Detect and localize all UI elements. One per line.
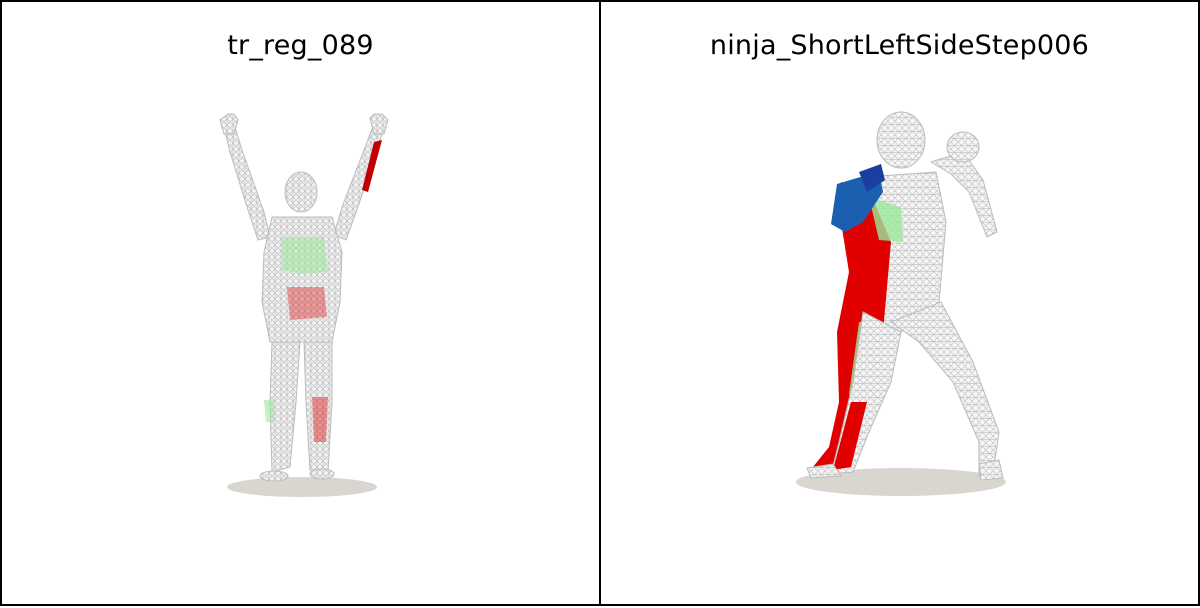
rear-leg: [889, 301, 1000, 477]
left-arm: [223, 123, 271, 241]
ground-shadow: [227, 477, 377, 497]
viewport-title: ninja_ShortLeftSideStep006: [709, 30, 1090, 61]
torso: [261, 216, 343, 343]
viewport-title: tr_reg_089: [227, 30, 374, 61]
viewport-right[interactable]: ninja_ShortLeftSideStep006: [599, 0, 1200, 606]
error-region-high: [809, 182, 891, 472]
left-foot: [259, 470, 289, 482]
viewport-left[interactable]: tr_reg_089: [0, 0, 601, 606]
front-foot: [806, 463, 842, 479]
right-hand: [369, 113, 389, 135]
ground-shadow: [796, 468, 1006, 496]
left-hand: [219, 113, 239, 135]
right-foot: [309, 468, 335, 480]
mesh-render-ninja-shortleftsidestep006: [796, 111, 1006, 496]
left-leg: [269, 341, 301, 473]
rear-foot: [978, 459, 1004, 481]
head: [876, 111, 926, 169]
head: [284, 171, 318, 213]
raised-fist: [946, 131, 980, 163]
mesh-render-tr-reg-089: [219, 113, 389, 497]
